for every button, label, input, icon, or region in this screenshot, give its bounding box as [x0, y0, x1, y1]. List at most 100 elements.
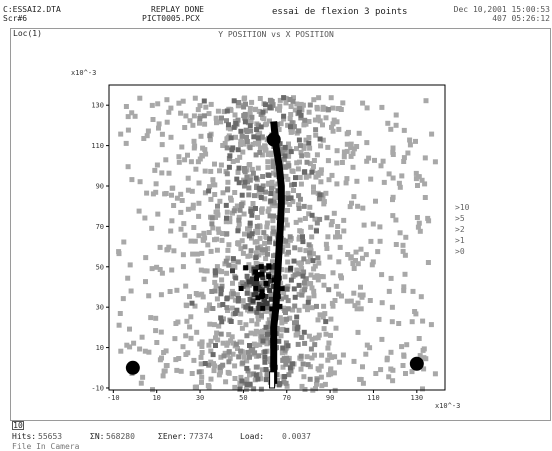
data-bin	[259, 207, 264, 213]
data-bin	[202, 121, 208, 127]
data-bin	[247, 110, 253, 116]
data-bin	[256, 287, 262, 292]
data-bin	[321, 282, 327, 288]
data-bin	[416, 220, 422, 226]
data-bin	[306, 295, 312, 301]
data-bin	[250, 170, 256, 176]
data-bin	[159, 355, 164, 361]
data-bin	[334, 119, 340, 125]
data-bin	[225, 125, 231, 131]
data-bin	[239, 238, 245, 244]
data-bin	[154, 340, 160, 345]
data-bin	[244, 333, 250, 339]
value-box[interactable]: 10	[12, 421, 24, 430]
data-bin	[315, 114, 321, 120]
data-bin	[183, 333, 189, 339]
data-bin	[223, 379, 229, 385]
data-bin	[277, 303, 283, 309]
data-bin	[220, 190, 226, 196]
data-bin	[195, 159, 201, 165]
data-bin	[238, 374, 244, 380]
data-bin	[277, 103, 283, 109]
data-bin	[157, 267, 163, 272]
data-bin	[238, 286, 244, 291]
data-bin	[317, 312, 323, 318]
data-bin	[286, 249, 291, 255]
data-bin	[361, 222, 367, 228]
data-bin	[201, 98, 207, 104]
data-bin	[270, 159, 276, 165]
data-bin	[279, 350, 285, 356]
data-bin	[331, 117, 337, 123]
data-bin	[269, 179, 275, 185]
data-bin	[415, 174, 421, 180]
data-bin	[128, 288, 134, 294]
data-bin	[255, 265, 261, 270]
support-point	[409, 356, 424, 371]
data-bin	[432, 371, 438, 377]
data-bin	[378, 367, 384, 373]
data-bin	[268, 292, 274, 298]
data-bin	[226, 370, 232, 376]
data-bin	[269, 99, 275, 104]
data-bin	[313, 335, 318, 341]
data-bin	[410, 288, 416, 294]
data-bin	[268, 278, 274, 284]
data-bin	[292, 245, 298, 251]
data-bin	[285, 259, 291, 265]
data-bin	[270, 259, 275, 265]
data-bin	[303, 248, 309, 254]
data-bin	[265, 251, 270, 257]
data-bin	[330, 121, 336, 127]
data-bin	[323, 331, 329, 337]
data-bin	[288, 112, 294, 117]
data-bin	[178, 191, 184, 197]
x-tick-label: 30	[196, 394, 204, 402]
data-bin	[259, 367, 265, 373]
data-bin	[262, 349, 268, 355]
data-bin	[159, 131, 165, 137]
data-bin	[178, 368, 184, 374]
data-bin	[393, 217, 399, 223]
data-bin	[299, 153, 305, 159]
data-bin	[172, 336, 178, 342]
data-bin	[353, 249, 359, 255]
data-bin	[389, 319, 395, 325]
x-tick-label: 130	[410, 394, 423, 402]
data-bin	[215, 226, 221, 232]
data-bin	[294, 146, 299, 152]
data-bin	[385, 120, 391, 126]
sum-n-label: ΣN:	[90, 432, 105, 441]
data-bin	[247, 145, 253, 151]
data-bin	[368, 238, 374, 244]
data-bin	[129, 177, 135, 183]
data-bin	[266, 264, 272, 270]
data-bin	[419, 177, 425, 183]
data-bin	[241, 211, 247, 217]
data-bin	[265, 339, 271, 345]
data-bin	[232, 297, 238, 303]
data-bin	[244, 174, 250, 180]
data-bin	[421, 355, 427, 361]
data-bin	[262, 144, 268, 149]
data-bin	[227, 215, 233, 221]
data-bin	[263, 265, 269, 271]
data-bin	[298, 112, 304, 118]
data-bin	[237, 207, 243, 213]
data-bin	[224, 108, 230, 114]
data-bin	[364, 140, 370, 146]
y-tick-label: 130	[91, 102, 104, 110]
data-bin	[260, 328, 265, 334]
data-bin	[308, 224, 314, 230]
data-bin	[288, 195, 294, 201]
data-bin	[179, 144, 185, 150]
data-bin	[183, 113, 189, 119]
data-bin	[194, 251, 200, 257]
data-bin	[162, 191, 168, 197]
data-bin	[168, 228, 174, 234]
data-bin	[262, 240, 268, 246]
data-bin	[259, 313, 264, 318]
data-bin	[245, 287, 251, 292]
data-bin	[239, 339, 245, 345]
